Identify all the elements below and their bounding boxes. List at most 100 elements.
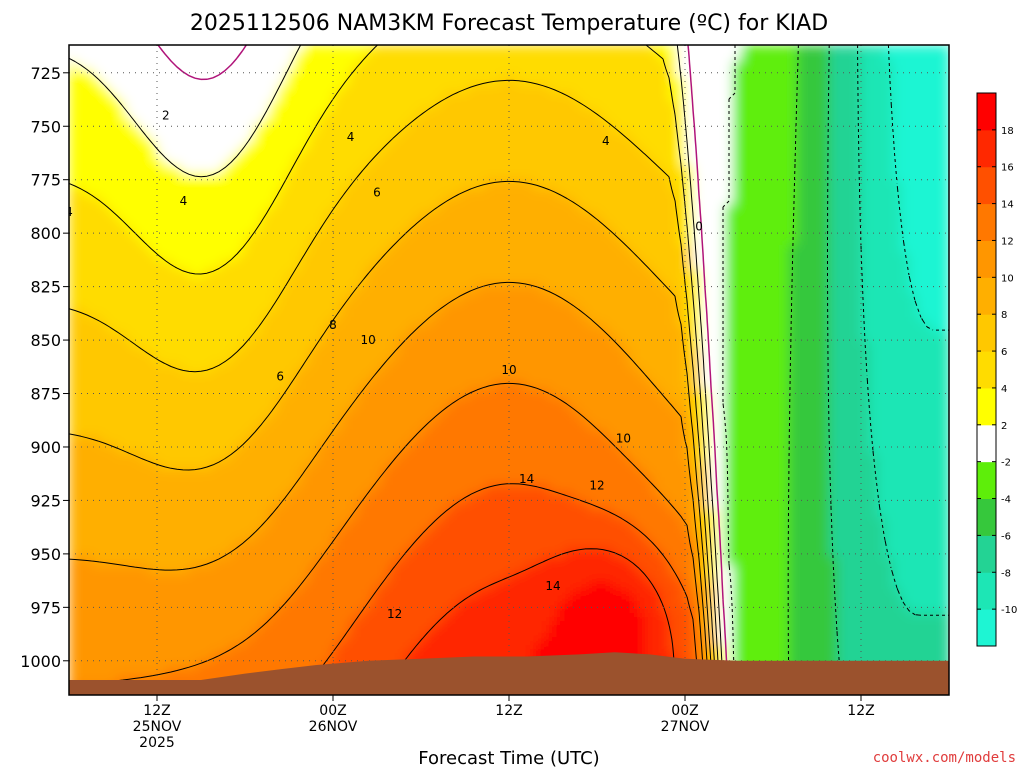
temperature-cell [477,597,486,606]
temperature-cell [237,613,246,622]
temperature-cell [421,93,430,102]
temperature-cell [413,261,422,270]
temperature-cell [189,501,198,510]
temperature-cell [397,509,406,518]
temperature-cell [93,69,102,78]
temperature-cell [85,109,94,118]
temperature-cell [357,85,366,94]
temperature-cell [437,173,446,182]
temperature-cell [445,181,454,190]
temperature-cell [149,349,158,358]
temperature-cell [277,317,286,326]
temperature-cell [421,573,430,582]
temperature-cell [173,69,182,78]
temperature-cell [173,93,182,102]
temperature-cell [317,245,326,254]
temperature-cell [501,141,510,150]
temperature-cell [453,333,462,342]
temperature-cell [141,669,150,678]
temperature-cell [181,245,190,254]
temperature-cell [141,149,150,158]
temperature-cell [365,93,374,102]
temperature-cell [309,597,318,606]
temperature-cell [157,173,166,182]
temperature-cell [253,149,262,158]
temperature-cell [125,101,134,110]
temperature-cell [461,405,470,414]
temperature-cell [501,197,510,206]
temperature-cell [509,125,518,134]
temperature-cell [373,325,382,334]
temperature-cell [357,637,366,646]
temperature-cell [173,173,182,182]
temperature-cell [109,69,118,78]
temperature-cell [509,485,518,494]
temperature-cell [405,373,414,382]
temperature-cell [413,509,422,518]
temperature-cell [181,501,190,510]
temperature-cell [445,309,454,318]
temperature-cell [549,445,558,454]
temperature-cell [509,581,518,590]
temperature-cell [317,501,326,510]
temperature-cell [453,189,462,198]
temperature-cell [221,437,230,446]
temperature-cell [237,261,246,270]
temperature-cell [237,293,246,302]
temperature-cell [85,357,94,366]
temperature-cell [69,213,78,222]
temperature-cell [165,133,174,142]
temperature-cell [493,53,502,62]
temperature-cell [205,573,214,582]
temperature-cell [437,469,446,478]
temperature-cell [173,109,182,118]
temperature-cell [333,133,342,142]
temperature-cell [309,421,318,430]
temperature-cell [445,549,454,558]
temperature-cell [509,53,518,62]
temperature-cell [437,573,446,582]
temperature-cell [173,53,182,62]
temperature-cell [165,437,174,446]
temperature-cell [133,629,142,638]
temperature-cell [101,93,110,102]
temperature-cell [541,589,550,598]
temperature-cell [533,605,542,614]
temperature-cell [261,613,270,622]
temperature-cell [549,565,558,574]
temperature-cell [221,61,230,70]
temperature-cell [317,109,326,118]
temperature-cell [349,429,358,438]
temperature-cell [405,357,414,366]
temperature-cell [549,613,558,622]
temperature-cell [77,149,86,158]
temperature-cell [541,229,550,238]
temperature-cell [541,381,550,390]
temperature-cell [301,565,310,574]
temperature-cell [517,69,526,78]
temperature-cell [549,341,558,350]
temperature-cell [157,493,166,502]
temperature-cell [141,101,150,110]
temperature-cell [469,221,478,230]
temperature-cell [517,165,526,174]
temperature-cell [277,349,286,358]
temperature-cell [405,413,414,422]
temperature-cell [325,141,334,150]
temperature-cell [541,565,550,574]
temperature-cell [189,357,198,366]
temperature-cell [341,381,350,390]
temperature-cell [533,173,542,182]
temperature-cell [277,581,286,590]
temperature-cell [229,389,238,398]
temperature-cell [325,349,334,358]
temperature-cell [229,549,238,558]
temperature-cell [413,181,422,190]
temperature-cell [293,509,302,518]
temperature-cell [493,117,502,126]
temperature-cell [357,437,366,446]
temperature-cell [533,589,542,598]
temperature-cell [517,621,526,630]
temperature-cell [93,349,102,358]
temperature-cell [261,653,270,662]
